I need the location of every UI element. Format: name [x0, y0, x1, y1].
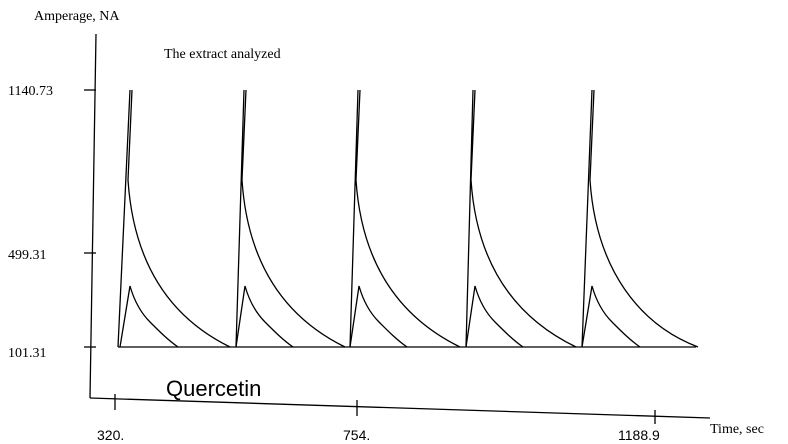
major-peak — [581, 89, 699, 348]
minor-peak — [235, 285, 294, 348]
major-peak — [235, 89, 346, 348]
y-tick-label: 1140.73 — [8, 84, 53, 99]
x-tick-label: 754. — [343, 427, 370, 443]
y-tick-label: 101.31 — [8, 346, 47, 361]
minor-peak — [465, 285, 524, 348]
annotation-quercetin: Quercetin — [166, 376, 261, 401]
y-axis-label: Amperage, NA — [34, 9, 120, 24]
major-peak — [117, 89, 231, 348]
y-axis-line — [89, 33, 97, 399]
minor-peak — [349, 285, 408, 348]
minor-peak — [119, 285, 179, 348]
y-tick-label: 499.31 — [8, 248, 47, 263]
chart-title: The extract analyzed — [164, 47, 281, 62]
x-tick-label: 320. — [97, 427, 124, 443]
x-axis-label: Time, sec — [710, 422, 764, 437]
x-axis-line — [89, 397, 711, 419]
x-tick-label: 1188.9 — [618, 427, 660, 443]
major-peak — [465, 89, 577, 348]
minor-peak — [581, 285, 641, 348]
major-peak — [349, 89, 461, 348]
